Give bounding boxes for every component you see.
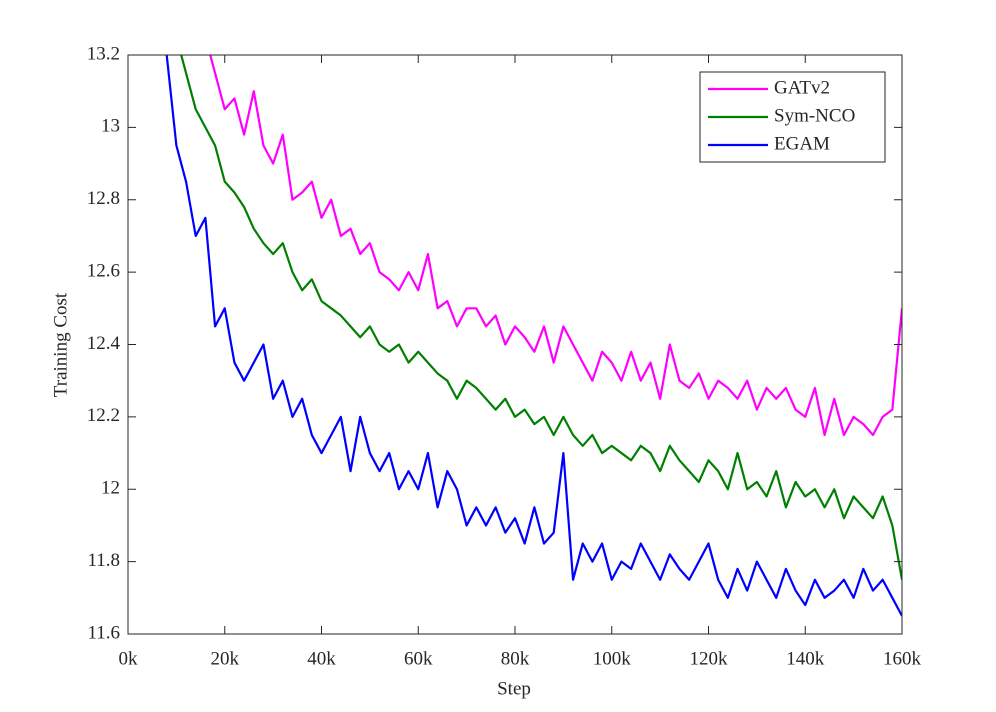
x-tick-label: 20k [211,648,240,669]
x-tick-label: 120k [690,648,729,669]
y-tick-label: 12.8 [87,188,120,209]
legend-label: EGAM [774,133,830,154]
x-tick-label: 60k [404,648,433,669]
y-tick-label: 12 [101,478,120,499]
y-tick-label: 12.6 [87,260,120,281]
x-tick-label: 0k [119,648,139,669]
series-line [209,55,902,437]
y-tick-label: 11.8 [87,550,120,571]
series-line [165,55,902,617]
plot-lines [165,55,902,617]
y-tick-label: 13 [101,116,120,137]
y-tick-label: 12.2 [87,405,120,426]
legend-label: Sym-NCO [774,105,855,126]
x-tick-label: 80k [501,648,530,669]
axes-box [127,54,903,635]
legend-label: GATv2 [774,77,830,98]
x-tick-label: 40k [307,648,336,669]
x-tick-label: 160k [883,648,922,669]
y-axis-label: Training Cost [50,292,71,397]
x-tick-label: 100k [593,648,632,669]
series-line [180,55,902,580]
x-axis-label: Step [497,678,531,699]
x-tick-label: 140k [786,648,825,669]
y-tick-label: 13.2 [87,43,120,64]
y-tick-label: 11.6 [87,622,120,643]
y-tick-label: 12.4 [87,333,121,354]
